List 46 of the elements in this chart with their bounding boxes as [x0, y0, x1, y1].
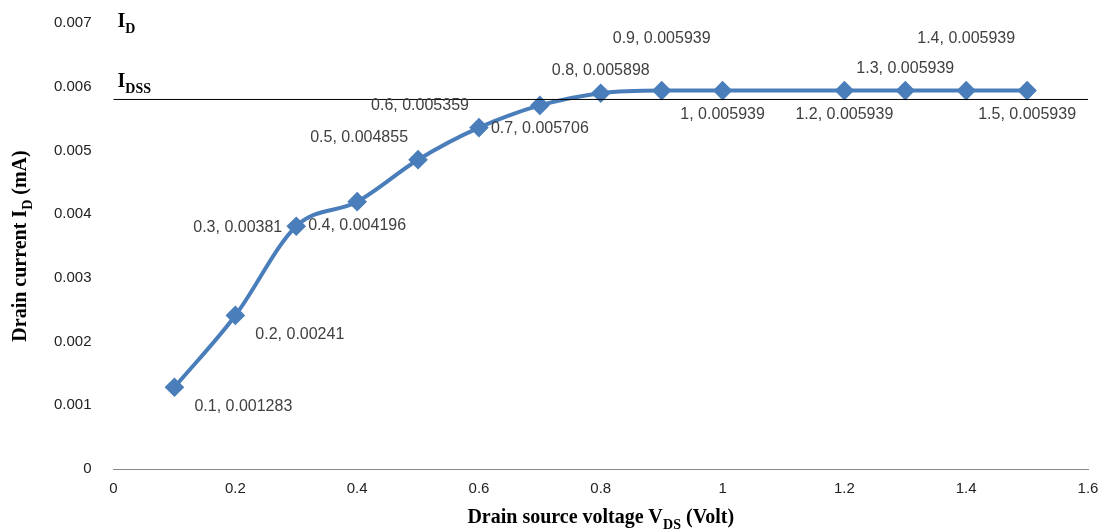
y-tick-label: 0.005: [53, 140, 92, 158]
data-label: 0.3, 0.00381: [193, 218, 283, 236]
point: [409, 150, 428, 169]
y-axis-title: Drain current ID (mA): [8, 150, 35, 342]
point: [652, 81, 671, 100]
x-tick-label: 1.2: [833, 479, 855, 497]
x-tick-label: 0.4: [346, 479, 368, 497]
point: [287, 217, 306, 236]
point: [896, 81, 915, 100]
point: [957, 81, 976, 100]
point: [835, 81, 854, 100]
data-label: 1.5, 0.005939: [978, 104, 1077, 122]
data-label: 0.6, 0.005359: [371, 95, 470, 113]
point: [226, 306, 245, 325]
x-tick-label: 1: [718, 479, 727, 497]
point: [713, 81, 732, 100]
data-label: 0.1, 0.001283: [194, 397, 293, 415]
y-tick-label: 0.003: [53, 268, 92, 285]
y-tick-label: 0.006: [53, 76, 92, 94]
data-label: 1, 0.005939: [680, 104, 765, 122]
y-tick-label: 0.004: [53, 204, 92, 222]
data-label: 0.8, 0.005898: [551, 61, 650, 79]
x-tick-label: 0: [109, 479, 118, 497]
x-tick-label: 0.2: [224, 479, 246, 497]
data-label: 0.9, 0.005939: [612, 28, 711, 46]
data-label: 0.7, 0.005706: [490, 119, 589, 137]
point: [1018, 81, 1037, 100]
y-tick-label: 0.002: [53, 331, 92, 349]
point: [530, 96, 549, 115]
data-label: 0.2, 0.00241: [255, 325, 345, 343]
y-tick-label: 0.001: [53, 395, 92, 413]
point: [165, 378, 184, 397]
point: [348, 192, 367, 211]
data-label: 1.2, 0.005939: [795, 104, 894, 122]
x-tick-label: 1.4: [955, 479, 977, 497]
data-label: 1.4, 0.005939: [917, 28, 1016, 46]
x-tick-label: 0.8: [590, 479, 612, 497]
point: [469, 118, 488, 137]
point: [591, 84, 610, 103]
x-tick-label: 0.6: [468, 479, 490, 497]
data-label: 1.3, 0.005939: [856, 58, 955, 76]
data-label: 0.4, 0.004196: [308, 215, 407, 233]
y-tick-label: 0: [83, 459, 92, 477]
data-label: 0.5, 0.004855: [310, 127, 409, 145]
x-tick-label: 1.6: [1077, 479, 1099, 497]
y-tick-label: 0.007: [53, 13, 92, 31]
